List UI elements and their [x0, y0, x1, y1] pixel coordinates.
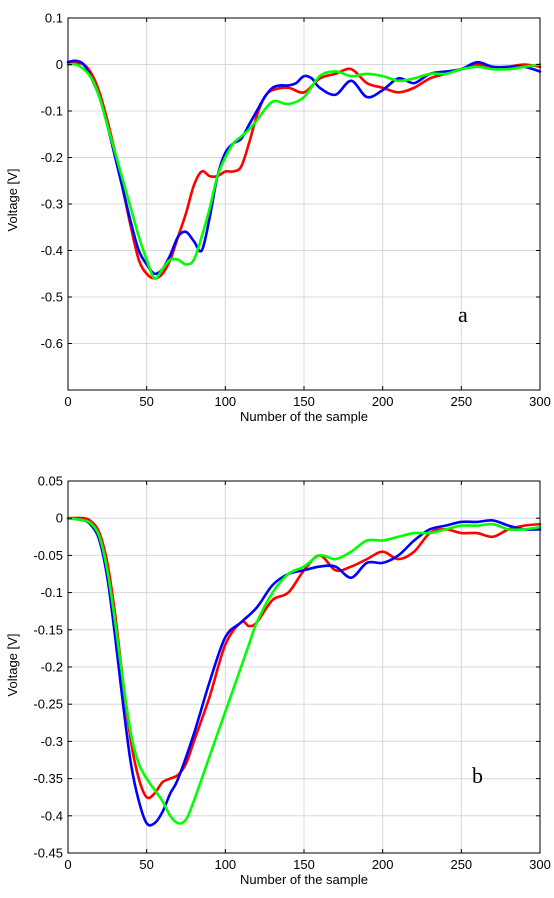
y-tick-label: 0	[56, 511, 63, 526]
x-tick-label: 300	[529, 394, 551, 409]
series-line-3	[66, 62, 542, 280]
y-tick-label: -0.25	[33, 697, 63, 712]
x-tick-label: 0	[64, 857, 71, 872]
y-tick-label: -0.3	[41, 197, 63, 212]
panel-label: a	[458, 302, 468, 327]
chart-panel-b: 0 50 100 150 200 250 300 0.05 0 -0.05 -0.1 -0.15 -0.…	[5, 474, 551, 888]
x-tick-label: 250	[450, 394, 472, 409]
y-tick-label: 0.05	[38, 474, 63, 489]
x-tick-label: 100	[214, 857, 236, 872]
y-tick-label: -0.6	[41, 336, 63, 351]
chart-panel-a: 0 50 100 150 200 250 300 0.1 0 -0.1 -0.2 -0.3 -0.4 -0…	[5, 11, 551, 425]
y-axis-label: Voltage [V]	[5, 634, 20, 697]
y-tick-label: -0.4	[41, 243, 63, 258]
x-tick-label: 150	[293, 857, 315, 872]
y-tick-label: -0.05	[33, 548, 63, 563]
x-tick-label: 150	[293, 394, 315, 409]
y-tick-label: -0.35	[33, 771, 63, 786]
x-tick-label: 0	[64, 394, 71, 409]
x-axis-label: Number of the sample	[240, 872, 368, 887]
x-tick-label: 250	[450, 857, 472, 872]
y-tick-label: 0.1	[45, 11, 63, 26]
x-tick-label: 50	[139, 394, 153, 409]
series-line-2	[66, 59, 542, 276]
series-line-3	[66, 516, 542, 825]
series-line-2	[66, 516, 542, 827]
y-tick-label: -0.1	[41, 585, 63, 600]
x-tick-label: 100	[214, 394, 236, 409]
x-tick-label: 50	[139, 857, 153, 872]
y-tick-label: -0.5	[41, 290, 63, 305]
y-tick-label: -0.4	[41, 808, 63, 823]
y-tick-label: -0.2	[41, 150, 63, 165]
y-axis-label: Voltage [V]	[5, 169, 20, 232]
x-axis-label: Number of the sample	[240, 409, 368, 424]
panel-label: b	[472, 763, 483, 788]
y-tick-label: -0.2	[41, 660, 63, 675]
x-tick-label: 200	[372, 394, 394, 409]
y-tick-label: 0	[56, 57, 63, 72]
y-tick-label: -0.1	[41, 104, 63, 119]
x-tick-label: 300	[529, 857, 551, 872]
y-tick-label: -0.15	[33, 622, 63, 637]
x-tick-label: 200	[372, 857, 394, 872]
y-tick-label: -0.45	[33, 846, 63, 861]
y-tick-label: -0.3	[41, 734, 63, 749]
